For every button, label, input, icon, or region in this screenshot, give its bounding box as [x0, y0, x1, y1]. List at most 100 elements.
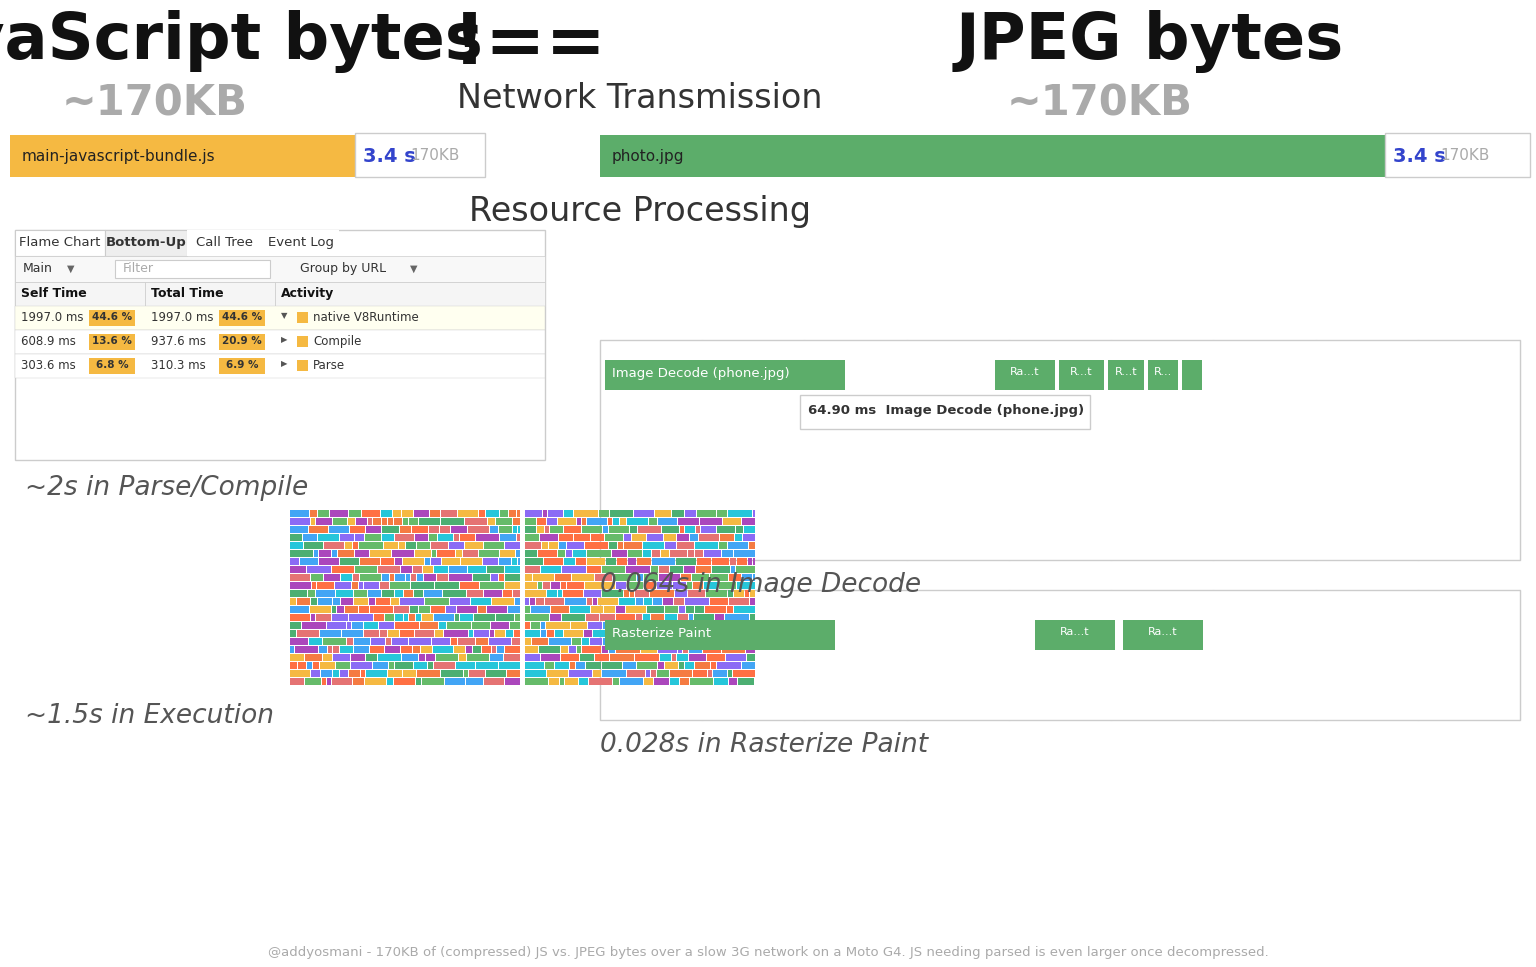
Bar	[608, 526, 630, 533]
Bar	[422, 566, 433, 573]
Bar	[296, 312, 309, 323]
Text: ▶: ▶	[281, 359, 287, 368]
Bar	[657, 662, 664, 669]
Bar	[435, 614, 455, 621]
Text: Image Decode (phone.jpg): Image Decode (phone.jpg)	[611, 367, 790, 380]
Bar	[386, 638, 392, 645]
Bar	[611, 550, 627, 557]
Bar	[518, 534, 521, 541]
Bar	[697, 510, 716, 517]
Bar	[296, 360, 309, 371]
Bar	[310, 598, 316, 605]
Bar	[300, 558, 318, 565]
Bar	[475, 614, 495, 621]
Bar	[531, 638, 548, 645]
Text: 6.9 %: 6.9 %	[226, 360, 258, 370]
Bar	[409, 518, 418, 525]
Bar	[564, 630, 584, 637]
Bar	[644, 614, 650, 621]
Bar	[432, 550, 436, 557]
Bar	[378, 566, 399, 573]
Bar	[508, 606, 521, 613]
Bar	[576, 558, 587, 565]
Bar	[545, 622, 570, 629]
Bar	[290, 550, 313, 557]
Bar	[352, 622, 362, 629]
Bar	[525, 590, 545, 597]
Bar	[492, 646, 496, 653]
Bar	[275, 282, 545, 306]
Bar	[518, 510, 521, 517]
Bar	[647, 630, 667, 637]
Bar	[587, 566, 601, 573]
Bar	[730, 558, 736, 565]
Bar	[518, 558, 521, 565]
Bar	[15, 354, 545, 378]
Bar	[392, 638, 409, 645]
Bar	[323, 678, 326, 685]
Bar	[513, 526, 518, 533]
Bar	[644, 542, 664, 549]
Bar	[647, 534, 664, 541]
Bar	[478, 606, 485, 613]
Bar	[508, 510, 516, 517]
Bar	[651, 670, 656, 677]
Bar	[1385, 133, 1530, 177]
Bar	[676, 558, 696, 565]
Bar	[605, 620, 836, 650]
Bar	[432, 542, 449, 549]
Bar	[554, 574, 571, 581]
Bar	[687, 606, 694, 613]
Bar	[382, 534, 395, 541]
Bar	[316, 582, 333, 589]
Bar	[484, 590, 502, 597]
Bar	[684, 566, 694, 573]
Bar	[373, 662, 389, 669]
Text: 20.9 %: 20.9 %	[223, 336, 261, 346]
Bar	[341, 574, 352, 581]
Bar	[564, 510, 573, 517]
Bar	[668, 638, 680, 645]
Bar	[416, 614, 421, 621]
Bar	[602, 662, 622, 669]
Bar	[386, 646, 399, 653]
Bar	[393, 510, 401, 517]
Bar	[441, 510, 458, 517]
Bar	[659, 574, 680, 581]
Bar	[389, 662, 395, 669]
Text: R...: R...	[1154, 367, 1172, 377]
Bar	[475, 630, 488, 637]
Bar	[587, 662, 601, 669]
Text: photo.jpg: photo.jpg	[611, 149, 685, 164]
Bar	[144, 282, 275, 306]
Bar	[429, 662, 433, 669]
Bar	[319, 646, 327, 653]
Bar	[548, 638, 571, 645]
Bar	[438, 534, 453, 541]
Bar	[335, 582, 352, 589]
Bar	[548, 510, 564, 517]
Bar	[347, 638, 353, 645]
Bar	[333, 518, 347, 525]
Bar	[551, 582, 561, 589]
Bar	[445, 606, 456, 613]
Bar	[647, 670, 650, 677]
Bar	[309, 590, 315, 597]
Bar	[359, 558, 379, 565]
Bar	[346, 606, 358, 613]
Bar	[439, 622, 445, 629]
Bar	[395, 678, 415, 685]
Bar	[461, 558, 482, 565]
Bar	[389, 630, 399, 637]
Bar	[341, 598, 353, 605]
Bar	[547, 518, 558, 525]
Bar	[525, 654, 541, 661]
Bar	[309, 526, 329, 533]
Bar	[654, 510, 671, 517]
Text: 0.064s in Image Decode: 0.064s in Image Decode	[601, 572, 922, 598]
Bar	[751, 638, 756, 645]
Bar	[399, 630, 415, 637]
Bar	[525, 534, 539, 541]
Bar	[395, 622, 419, 629]
Bar	[390, 574, 395, 581]
